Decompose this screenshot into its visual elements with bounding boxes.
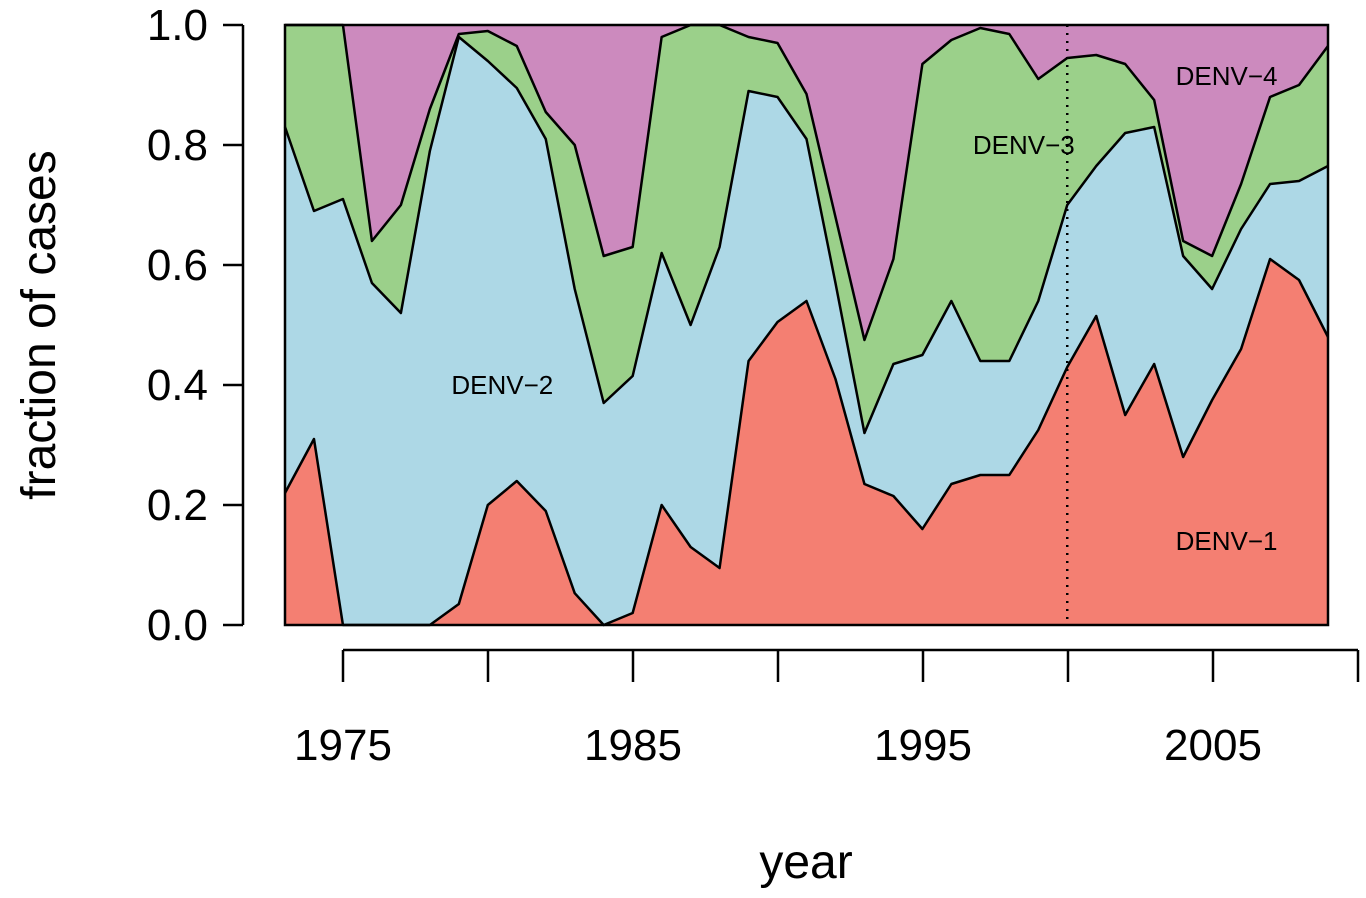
y-tick-label: 0.0	[147, 601, 208, 650]
area-denv-4	[285, 25, 1328, 340]
series-label-denv-2: DENV−2	[451, 370, 553, 400]
x-tick-label: 2005	[1164, 721, 1262, 770]
y-tick-label: 0.4	[147, 361, 208, 410]
series-label-denv-3: DENV−3	[973, 130, 1075, 160]
boundary-line-denv-3	[285, 23, 1330, 342]
area-denv-2	[285, 37, 1328, 625]
boundary-line-denv-1	[283, 257, 1330, 627]
series-label-denv-4: DENV−4	[1176, 61, 1278, 91]
area-layers	[283, 23, 1330, 627]
series-label-denv-1: DENV−1	[1176, 526, 1278, 556]
y-tick-label: 0.8	[147, 121, 208, 170]
plot-frame	[283, 23, 1330, 627]
x-tick-label: 1995	[874, 721, 972, 770]
y-axis-title: fraction of cases	[13, 150, 66, 500]
x-tick-label: 1975	[294, 721, 392, 770]
x-axis-title: year	[759, 836, 852, 889]
series-labels: DENV−1 DENV−2 DENV−3 DENV−4	[451, 61, 1277, 556]
y-tick-label: 0.6	[147, 241, 208, 290]
x-axis: 1975 1985 1995 2005	[294, 648, 1360, 770]
area-denv-1	[285, 259, 1328, 625]
x-tick-label: 1985	[584, 721, 682, 770]
y-tick-label: 1.0	[147, 1, 208, 50]
y-tick-label: 0.2	[147, 481, 208, 530]
y-axis: 0.0 0.2 0.4 0.6 0.8 1.0	[147, 1, 245, 650]
area-denv-3	[285, 25, 1328, 433]
